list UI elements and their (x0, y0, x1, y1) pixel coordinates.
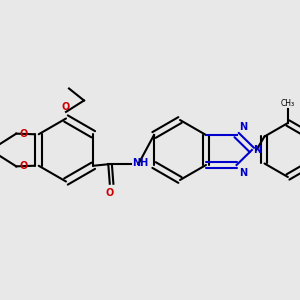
Text: N: N (239, 168, 247, 178)
Text: O: O (106, 188, 114, 198)
Text: O: O (62, 103, 70, 112)
Text: N: N (254, 145, 262, 155)
Text: CH₃: CH₃ (281, 99, 295, 108)
Text: NH: NH (132, 158, 148, 168)
Text: O: O (20, 161, 28, 171)
Text: O: O (20, 129, 28, 139)
Text: N: N (239, 122, 247, 132)
